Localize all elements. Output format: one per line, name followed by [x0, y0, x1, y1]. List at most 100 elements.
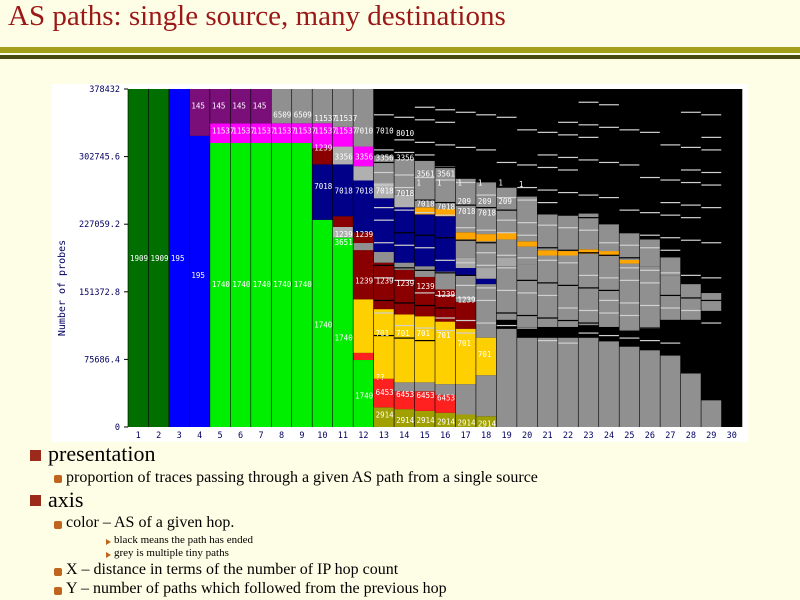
path-stroke: [537, 202, 558, 204]
bar-segment: [394, 391, 415, 410]
bar-label: 195: [191, 271, 205, 280]
path-stroke: [660, 307, 681, 309]
path-stroke: [701, 136, 722, 138]
path-stroke: [660, 156, 681, 159]
path-stroke: [680, 309, 702, 312]
path-stroke: [496, 254, 517, 256]
bar-segment: [332, 226, 354, 238]
bar-segment: [414, 382, 435, 392]
bar-label: 145: [232, 101, 246, 110]
path-stroke: [701, 114, 722, 116]
path-stroke: [598, 184, 620, 186]
path-stroke: [537, 282, 558, 284]
x-tick-label: 20: [522, 431, 532, 441]
bar-segment: [639, 350, 661, 427]
bar-label: 6453: [396, 390, 414, 399]
bar-label: 3561: [437, 169, 455, 178]
path-stroke: [414, 119, 435, 121]
path-stroke: [598, 219, 620, 221]
path-stroke: [557, 284, 579, 286]
path-stroke: [680, 262, 702, 264]
bar-label: 7018: [376, 186, 395, 195]
bar-segment: [598, 341, 620, 427]
bar-label: 3356: [396, 153, 415, 162]
path-stroke: [578, 101, 599, 103]
path-stroke: [435, 329, 456, 332]
path-stroke: [660, 237, 681, 239]
x-tick-label: 11: [338, 431, 348, 441]
path-stroke: [435, 109, 456, 111]
path-stroke: [578, 194, 599, 196]
bar-segment: [701, 293, 722, 311]
bar-segment: [455, 384, 476, 415]
bar-segment: [475, 278, 497, 285]
bar-label: 209: [478, 197, 492, 206]
bar-segment: [250, 123, 272, 143]
triangle-bullet-icon: [106, 552, 111, 558]
bar-segment: [332, 89, 354, 127]
path-stroke: [475, 252, 497, 254]
x-tick-label: 29: [706, 431, 716, 441]
path-stroke: [414, 292, 435, 294]
bar-segment: [373, 182, 395, 199]
x-tick-label: 4: [197, 431, 202, 441]
path-stroke: [496, 139, 517, 141]
bar-segment: [680, 284, 702, 320]
path-stroke: [680, 111, 702, 113]
path-stroke: [557, 307, 579, 309]
bar-label: 11537: [232, 126, 255, 135]
path-stroke: [639, 176, 661, 179]
path-stroke: [475, 149, 497, 151]
path-stroke: [557, 262, 579, 264]
bar-segment: [537, 89, 558, 215]
bar-segment: [619, 89, 640, 234]
path-stroke: [435, 214, 456, 216]
bar-segment: [435, 271, 456, 290]
bar-segment: [394, 262, 415, 270]
path-stroke: [455, 284, 476, 286]
bar-segment: [271, 89, 292, 124]
path-stroke: [619, 302, 640, 304]
path-stroke: [619, 164, 640, 166]
path-stroke: [537, 247, 558, 249]
bar-label: ??: [376, 373, 385, 382]
x-tick-label: 9: [299, 431, 304, 441]
path-stroke: [394, 267, 415, 269]
path-stroke: [537, 131, 558, 133]
bar-label: 6453: [417, 391, 435, 400]
bar-label: 701: [396, 329, 410, 338]
bar-segment: [496, 239, 517, 258]
y-tick-label: 302745.6: [79, 153, 120, 163]
path-stroke: [598, 149, 620, 151]
bar-label: 7018: [437, 202, 456, 211]
x-tick-label: 14: [399, 431, 409, 441]
path-stroke: [639, 131, 661, 133]
path-stroke: [394, 186, 415, 189]
x-tick-label: 13: [379, 431, 389, 441]
bar-segment: [414, 391, 435, 411]
title-rule-bottom: [0, 55, 800, 59]
path-stroke: [660, 179, 681, 181]
path-stroke: [455, 319, 476, 322]
bar-segment: [598, 251, 620, 256]
path-stroke: [455, 239, 476, 241]
path-stroke: [516, 292, 538, 294]
path-stroke: [578, 309, 599, 312]
x-tick-label: 7: [258, 431, 263, 441]
path-stroke: [516, 129, 538, 131]
path-stroke: [475, 171, 497, 174]
path-stroke: [516, 176, 538, 179]
bar-label: 7018: [355, 186, 374, 195]
bar-segment: [435, 394, 456, 413]
bar-segment: [332, 216, 354, 227]
path-stroke: [373, 277, 395, 279]
bar-segment: [557, 89, 579, 216]
path-stroke: [475, 194, 497, 196]
bar-segment: [414, 207, 435, 215]
path-stroke: [455, 332, 476, 334]
path-stroke: [496, 196, 517, 199]
sub-bullet-icon: [54, 521, 62, 529]
y-tick-label: 151372.8: [79, 288, 120, 298]
sub-bullet-icon: [54, 475, 62, 483]
bar-segment: [312, 123, 333, 149]
